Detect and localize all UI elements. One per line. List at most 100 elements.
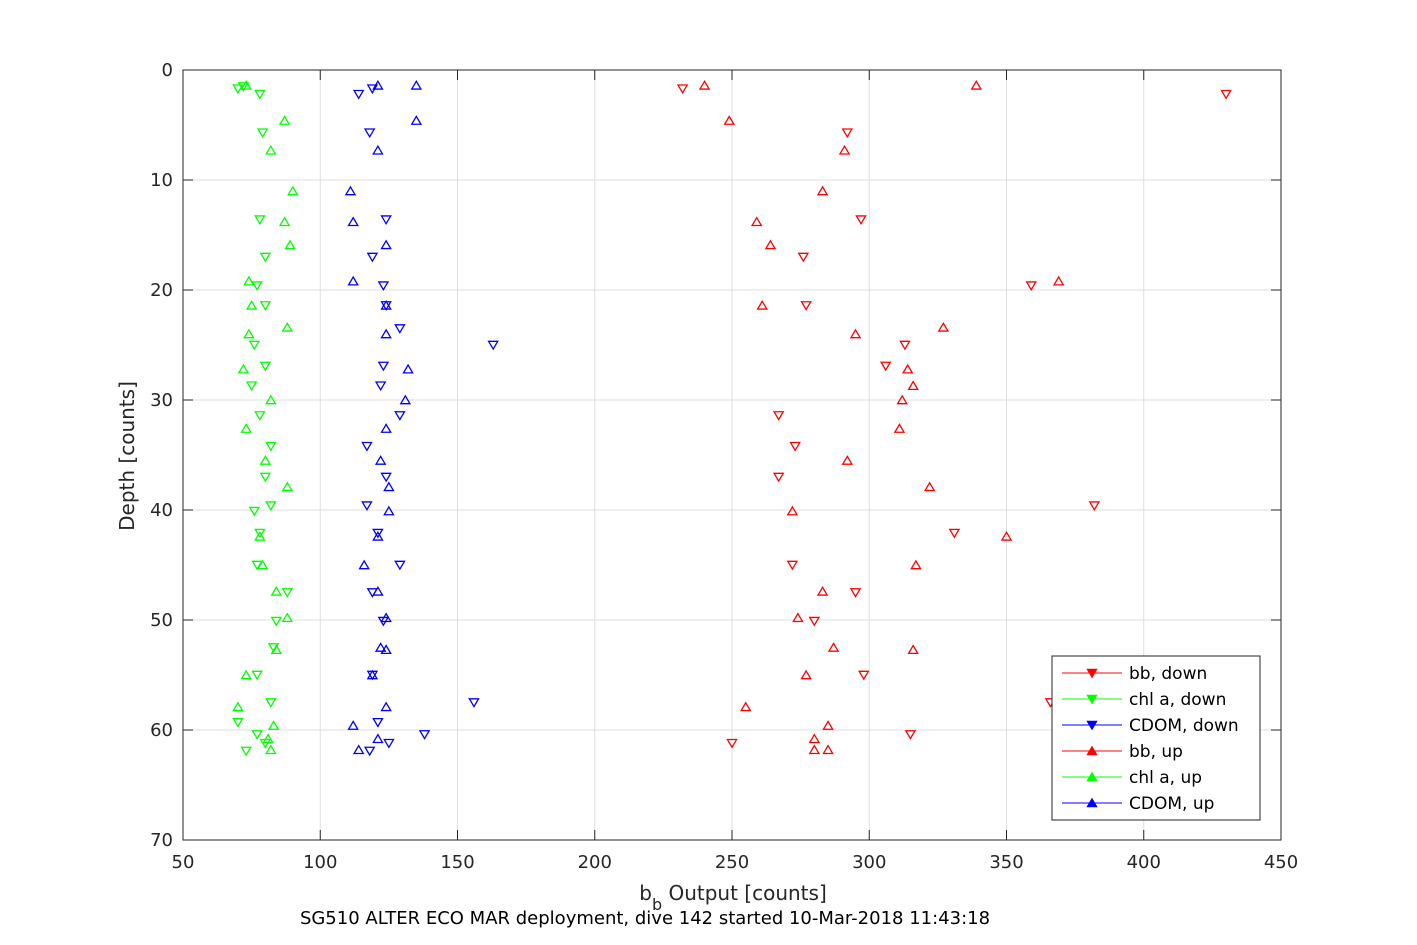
data-point-down xyxy=(394,324,406,334)
data-point-up xyxy=(281,321,294,332)
data-point-up xyxy=(240,79,252,90)
legend-label: chl a, up xyxy=(1129,768,1202,788)
data-point-up xyxy=(907,380,919,391)
data-point-up xyxy=(792,612,804,623)
data-point-down xyxy=(676,84,689,95)
data-point-down xyxy=(366,252,379,263)
data-point-up xyxy=(265,744,277,755)
y-tick-label: 60 xyxy=(150,720,173,741)
data-point-up xyxy=(372,733,384,744)
data-point-down xyxy=(726,738,738,749)
data-point-down xyxy=(363,128,376,139)
y-tick-label: 30 xyxy=(150,390,173,411)
data-point-up xyxy=(278,115,291,125)
data-point-up xyxy=(372,144,384,155)
data-point-up xyxy=(259,455,272,465)
data-point-up xyxy=(380,328,392,339)
data-point-up xyxy=(827,642,840,652)
data-point-up xyxy=(937,321,950,332)
data-point-down xyxy=(487,340,499,351)
x-tick-label: 50 xyxy=(172,852,195,873)
data-point-down xyxy=(361,441,373,452)
data-point-up xyxy=(372,585,384,596)
data-point-up xyxy=(380,644,392,655)
legend: bb, down chl a, down CDOM, down bb, up chl a… xyxy=(1051,655,1261,821)
data-point-down xyxy=(858,670,870,681)
data-point-up xyxy=(410,115,423,125)
data-point-up xyxy=(347,275,359,286)
x-tick-label: 300 xyxy=(852,852,886,873)
data-point-up xyxy=(281,481,294,492)
data-point-down xyxy=(772,472,785,483)
data-point-up xyxy=(402,363,414,374)
data-point-down xyxy=(267,643,280,653)
legend-box xyxy=(1051,655,1261,821)
data-point-down xyxy=(786,560,799,571)
data-point-down xyxy=(468,698,480,708)
data-point-down xyxy=(352,89,365,100)
data-point-down xyxy=(363,746,376,757)
data-point-up xyxy=(816,585,829,596)
data-point-down xyxy=(772,411,785,421)
data-point-up xyxy=(822,744,834,755)
data-point-up xyxy=(816,185,829,196)
y-tick-label: 10 xyxy=(150,170,173,191)
data-point-down xyxy=(1220,89,1232,100)
legend-label: chl a, down xyxy=(1129,690,1226,710)
data-point-down xyxy=(904,730,917,740)
data-point-down xyxy=(281,588,294,598)
data-point-up xyxy=(723,115,735,125)
data-point-up xyxy=(698,79,711,90)
data-point-up xyxy=(366,669,379,680)
data-point-up xyxy=(374,642,387,652)
x-tick-label: 250 xyxy=(715,852,749,873)
data-point-down xyxy=(245,381,258,392)
data-point-up xyxy=(1000,530,1013,541)
data-point-up xyxy=(265,394,277,405)
data-point-up xyxy=(910,559,922,570)
data-point-down xyxy=(879,361,892,372)
data-point-down xyxy=(270,616,283,627)
data-point-up xyxy=(380,423,392,433)
series-chl-a-up xyxy=(232,79,299,755)
data-point-down xyxy=(259,361,272,372)
data-point-up xyxy=(849,328,862,339)
data-point-up xyxy=(822,720,834,730)
data-point-up xyxy=(344,185,357,196)
data-point-up xyxy=(380,612,392,623)
series-bb-up xyxy=(698,79,1065,755)
data-point-down xyxy=(248,340,261,351)
data-point-down xyxy=(372,717,384,728)
legend-marker xyxy=(1086,771,1098,782)
data-point-up xyxy=(347,720,359,730)
legend-label: bb, up xyxy=(1129,742,1183,762)
legend-marker xyxy=(1086,745,1098,756)
data-point-down xyxy=(377,281,390,292)
data-point-down xyxy=(251,281,263,292)
data-point-up xyxy=(896,394,908,405)
data-point-up xyxy=(380,701,392,712)
data-point-up xyxy=(245,299,258,310)
data-markers xyxy=(232,79,1232,757)
data-point-up xyxy=(764,239,777,250)
legend-marker xyxy=(1086,668,1098,679)
data-point-down xyxy=(259,252,272,263)
data-point-up xyxy=(237,363,250,374)
data-point-down xyxy=(361,501,373,512)
data-point-down xyxy=(259,301,272,311)
data-point-down xyxy=(899,340,911,351)
axis-ticks xyxy=(182,69,1282,841)
y-tick-label: 20 xyxy=(150,280,173,301)
data-point-down xyxy=(232,717,244,728)
x-tick-labels: 50 100 150 200 250 300 350 400 450 xyxy=(172,852,1299,873)
data-point-down xyxy=(251,730,263,740)
data-point-down xyxy=(394,560,406,571)
data-point-up xyxy=(372,530,384,541)
data-point-down xyxy=(259,472,272,483)
data-point-up xyxy=(358,559,370,570)
data-point-up xyxy=(380,239,392,250)
data-point-up xyxy=(750,216,763,227)
data-point-up xyxy=(243,275,255,286)
legend-label: CDOM, down xyxy=(1129,716,1239,736)
